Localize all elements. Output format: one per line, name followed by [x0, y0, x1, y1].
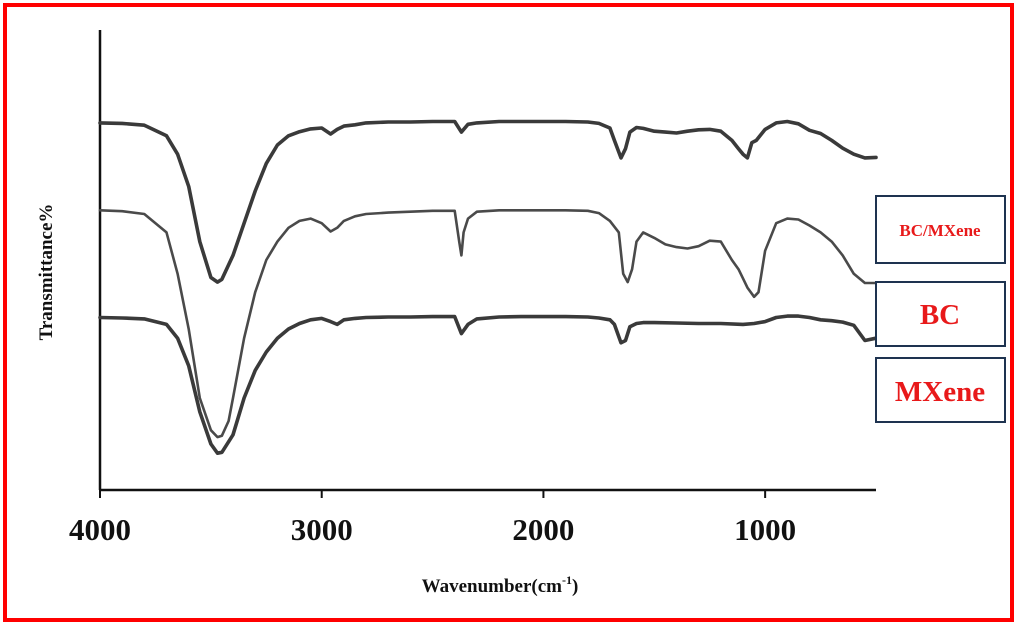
x-tick-label-1000: 1000	[734, 512, 796, 547]
x-tick-labels: 4000 3000 2000 1000	[69, 512, 796, 547]
legend-label-bc-mxene: BC/MXene	[899, 221, 981, 240]
series-line-mxene	[98, 314, 878, 456]
x-tick-label-4000: 4000	[69, 512, 131, 547]
x-tick-label-3000: 3000	[291, 512, 353, 547]
y-axis-title: Transmittance%	[36, 204, 57, 341]
x-tick-label-2000: 2000	[512, 512, 574, 547]
series-lines	[98, 119, 878, 456]
x-axis-title: Wavenumber(cm-1)	[422, 573, 579, 597]
legend: BC/MXene BC MXene	[875, 195, 1006, 423]
x-tick-marks	[99, 490, 767, 498]
legend-label-bc: BC	[920, 299, 960, 331]
legend-item-bc: BC	[875, 281, 1006, 347]
legend-label-mxene: MXene	[895, 376, 985, 408]
series-line-bc-mxene	[98, 119, 878, 284]
series-line-bc	[98, 209, 878, 439]
legend-item-bc-mxene: BC/MXene	[875, 195, 1006, 264]
legend-item-mxene: MXene	[875, 357, 1006, 423]
figure-border	[3, 3, 1014, 622]
